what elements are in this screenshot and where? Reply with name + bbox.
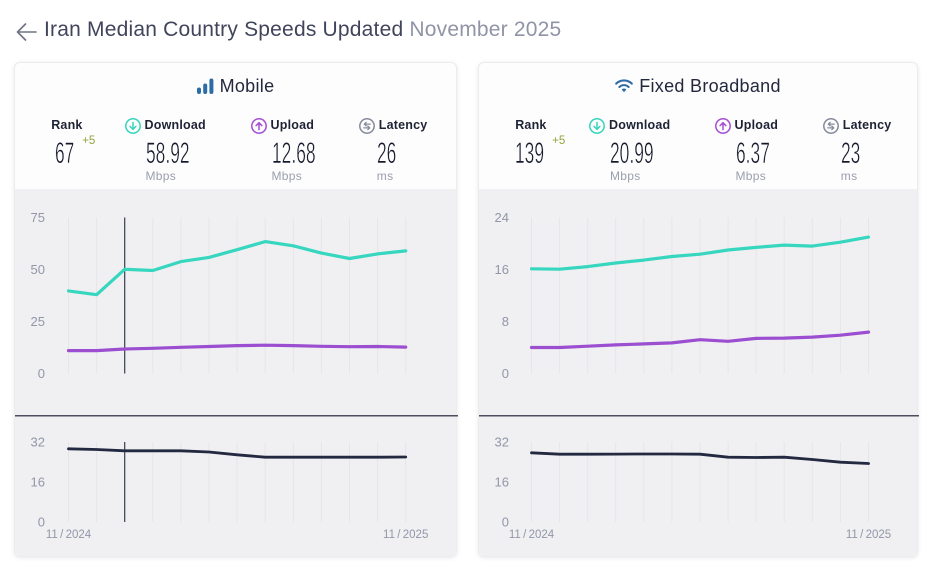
svg-text:24: 24 — [495, 210, 509, 225]
svg-text:32: 32 — [495, 435, 509, 450]
svg-text:11 / 2025: 11 / 2025 — [383, 529, 428, 541]
svg-text:32: 32 — [31, 435, 45, 450]
svg-text:16: 16 — [31, 475, 45, 490]
svg-text:16: 16 — [495, 475, 509, 490]
svg-text:0: 0 — [38, 515, 45, 530]
svg-text:75: 75 — [31, 210, 45, 225]
svg-text:16: 16 — [495, 262, 509, 277]
svg-text:11 / 2025: 11 / 2025 — [846, 529, 891, 541]
svg-text:0: 0 — [502, 366, 509, 381]
svg-text:25: 25 — [31, 314, 45, 329]
svg-text:0: 0 — [38, 366, 45, 381]
svg-text:8: 8 — [502, 314, 509, 329]
svg-text:0: 0 — [502, 515, 509, 530]
svg-text:11 / 2024: 11 / 2024 — [46, 529, 92, 541]
svg-text:11 / 2024: 11 / 2024 — [509, 529, 555, 541]
svg-text:50: 50 — [31, 262, 45, 277]
